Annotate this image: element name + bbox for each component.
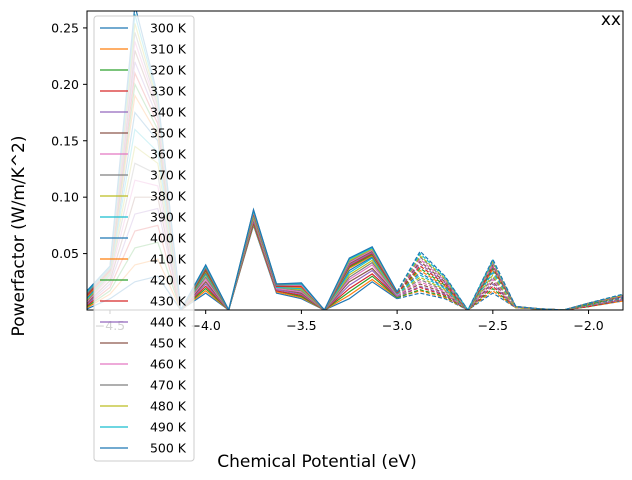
legend-label: 450 K: [150, 336, 187, 351]
x-axis-label: Chemical Potential (eV): [217, 452, 417, 472]
legend-label: 340 K: [150, 105, 187, 120]
legend-box: [93, 15, 195, 462]
series-line-dashed-12: [396, 267, 623, 310]
legend-label: 410 K: [150, 252, 187, 267]
legend-label: 470 K: [150, 378, 187, 393]
y-axis-ticks: 0.05 0.10 0.15 0.20 0.25: [51, 20, 87, 261]
y-tick-label: 0.20: [51, 77, 79, 92]
x-tick-label: −3.5: [286, 318, 316, 333]
plot-frame: [86, 10, 624, 311]
legend-label: 460 K: [150, 357, 187, 372]
series-line-dashed-20: [396, 250, 623, 310]
x-tick-label: −4.0: [191, 318, 221, 333]
legend-label: 370 K: [150, 168, 187, 183]
legend-label: 430 K: [150, 294, 187, 309]
x-tick-label: −2.0: [573, 318, 603, 333]
legend-label: 400 K: [150, 231, 187, 246]
x-tick-label: −2.5: [478, 318, 508, 333]
legend-label: 490 K: [150, 420, 187, 435]
legend-label: 480 K: [150, 399, 187, 414]
legend-label: 360 K: [150, 147, 187, 162]
series-line-dashed-1: [396, 290, 623, 310]
series-line-dashed-17: [396, 256, 623, 310]
x-tick-label: −3.0: [382, 318, 412, 333]
y-tick-label: 0.25: [51, 20, 79, 35]
legend-label: 300 K: [150, 21, 187, 36]
legend-label: 500 K: [150, 441, 187, 456]
legend-label: 350 K: [150, 126, 187, 141]
y-tick-label: 0.10: [51, 190, 79, 205]
corner-label: xx: [601, 10, 621, 30]
legend-label: 390 K: [150, 210, 187, 225]
legend-label: 440 K: [150, 315, 187, 330]
legend-label: 310 K: [150, 42, 187, 57]
y-axis-label: Powerfactor (W/m/K^2): [9, 136, 29, 337]
legend-label: 330 K: [150, 84, 187, 99]
legend-label: 320 K: [150, 63, 187, 78]
legend-label: 420 K: [150, 273, 187, 288]
y-tick-label: 0.05: [51, 246, 79, 261]
legend-label: 380 K: [150, 189, 187, 204]
legend: 300 K 310 K 320 K 330 K 340 K 350 K 360 K 370 K…: [93, 15, 195, 462]
y-tick-label: 0.15: [51, 133, 79, 148]
series-line-dashed-4: [396, 283, 623, 310]
series-line-dashed-13: [396, 265, 623, 310]
